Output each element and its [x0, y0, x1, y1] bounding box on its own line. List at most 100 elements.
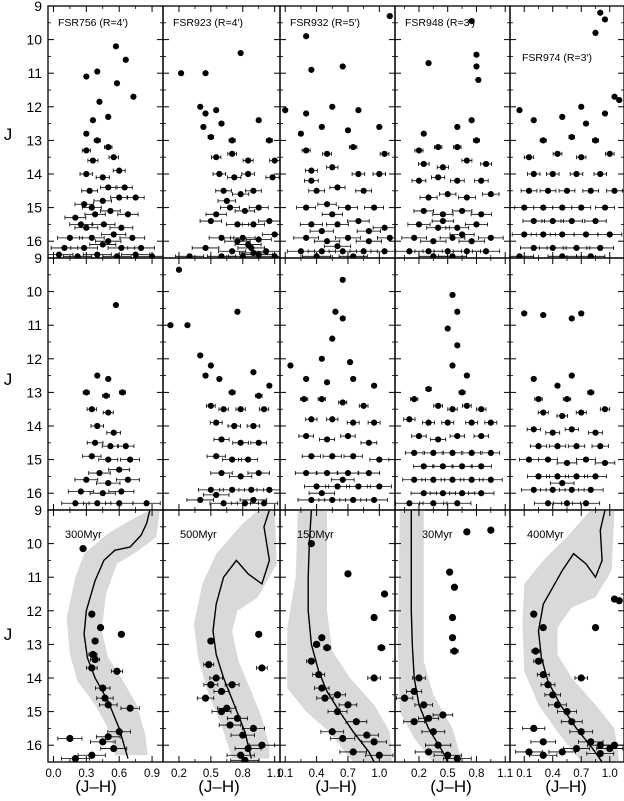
star-dot	[197, 496, 204, 504]
star-dot	[94, 500, 101, 507]
star-point	[329, 335, 336, 342]
star-dot	[516, 107, 523, 114]
star-dot	[323, 436, 331, 443]
star-point	[463, 372, 470, 379]
panel-fsr932-decontaminated	[279, 257, 396, 511]
star-point	[351, 170, 366, 178]
star-dot	[420, 490, 427, 497]
star-dot	[96, 624, 105, 632]
star-dot	[223, 704, 231, 712]
star-dot	[530, 724, 538, 733]
star-point	[473, 63, 480, 70]
star-dot	[458, 231, 466, 238]
star-point	[87, 157, 99, 164]
star-dot	[597, 9, 604, 16]
star-point	[420, 130, 427, 137]
star-dot	[99, 490, 106, 497]
star-dot	[202, 244, 209, 252]
star-dot	[234, 308, 241, 315]
star-point	[569, 170, 584, 178]
star-point	[413, 207, 434, 215]
star-point	[250, 439, 268, 446]
star-dot	[449, 234, 456, 241]
star-dot	[444, 325, 451, 332]
star-dot	[420, 160, 427, 168]
star-dot	[250, 496, 257, 504]
star-point	[304, 177, 319, 184]
star-dot	[591, 624, 600, 632]
star-point	[443, 500, 472, 507]
star-point	[228, 137, 236, 144]
star-point	[360, 496, 388, 504]
star-point	[224, 238, 251, 245]
star-point	[216, 375, 223, 383]
star-point	[604, 150, 615, 157]
star-dot	[244, 456, 252, 463]
star-point	[541, 217, 564, 225]
star-point	[439, 234, 466, 241]
star-dot	[350, 144, 357, 151]
star-point	[83, 130, 90, 137]
star-dot	[332, 308, 339, 315]
star-point	[241, 724, 265, 733]
star-point	[312, 640, 321, 649]
x-tick-label: 0.1	[277, 768, 293, 780]
y-tick-label: 14	[26, 166, 42, 182]
star-point	[90, 422, 104, 430]
star-point	[234, 207, 256, 215]
star-dot	[406, 500, 413, 507]
star-dot	[318, 490, 325, 497]
star-dot	[346, 359, 354, 366]
star-point	[519, 456, 539, 463]
star-point	[336, 469, 360, 477]
star-dot	[587, 187, 594, 194]
y-tick-label: 11	[27, 65, 42, 81]
star-dot	[430, 500, 437, 507]
star-dot	[444, 751, 452, 759]
star-point	[376, 234, 395, 241]
y-tick-label: 9	[34, 502, 42, 518]
star-dot	[99, 684, 107, 692]
panel-frame	[47, 257, 164, 511]
star-point	[86, 406, 97, 413]
star-dot	[307, 657, 315, 665]
x-axis-label-col-3: (J–H)	[315, 777, 357, 796]
star-dot	[444, 248, 451, 255]
star-point	[57, 734, 83, 743]
star-point	[318, 123, 325, 131]
star-point	[556, 459, 578, 467]
star-point	[227, 150, 237, 157]
star-point	[411, 432, 427, 440]
star-dot	[119, 389, 126, 396]
isochrone-line	[537, 510, 606, 762]
star-dot	[132, 251, 139, 258]
x-tick-label: 0.2	[171, 768, 187, 780]
star-point	[89, 738, 116, 746]
star-dot	[318, 248, 325, 255]
star-dot	[360, 187, 367, 194]
star-dot	[410, 718, 418, 726]
star-point	[326, 164, 339, 171]
star-point	[482, 191, 500, 198]
star-dot	[207, 681, 215, 689]
star-dot	[355, 170, 362, 178]
star-dot	[255, 204, 262, 211]
star-dot	[282, 107, 289, 114]
star-dot	[91, 637, 99, 645]
star-point	[465, 419, 479, 426]
star-point	[376, 123, 383, 131]
star-point	[454, 342, 461, 349]
star-point	[591, 624, 600, 632]
star-dot	[244, 170, 252, 178]
star-point	[372, 224, 395, 231]
star-point	[554, 382, 561, 389]
star-dot	[544, 500, 552, 507]
star-point	[360, 439, 378, 446]
star-dot	[563, 708, 571, 716]
star-dot	[115, 728, 123, 736]
star-point	[522, 217, 545, 225]
star-dot	[381, 248, 388, 255]
star-dot	[434, 741, 442, 749]
star-point	[265, 174, 280, 181]
star-dot	[420, 130, 427, 137]
